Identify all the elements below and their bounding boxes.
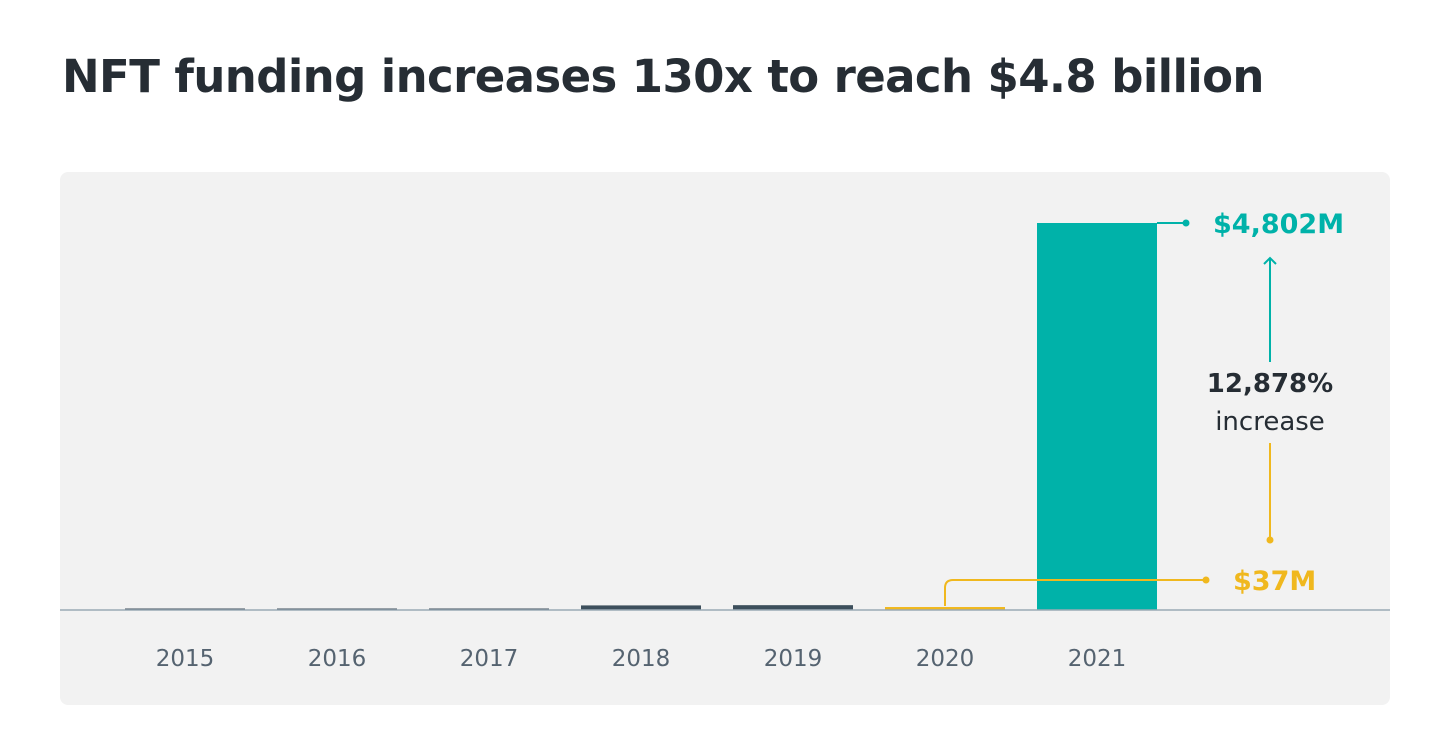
bottom-value-label: $37M [1233, 566, 1316, 597]
bars-group [125, 223, 1157, 610]
x-tick-labels: 2015 2016 2017 2018 2019 2020 2021 [156, 646, 1127, 672]
x-tick-label-2018: 2018 [612, 646, 671, 672]
x-tick-label-2017: 2017 [460, 646, 519, 672]
x-tick-label-2021: 2021 [1068, 646, 1127, 672]
bar-2021 [1037, 223, 1157, 610]
bottom-value-leader-dot [1202, 576, 1210, 584]
increase-connector-dot [1266, 536, 1274, 544]
bottom-value-leader-line [944, 579, 1206, 607]
x-tick-label-2019: 2019 [764, 646, 823, 672]
x-tick-label-2016: 2016 [308, 646, 367, 672]
bar-2018 [581, 605, 701, 610]
top-value-leader-dot [1182, 219, 1190, 227]
chart-title: NFT funding increases 130x to reach $4.8… [62, 50, 1264, 103]
bar-2019 [733, 605, 853, 610]
x-tick-label-2020: 2020 [916, 646, 975, 672]
increase-percent-label: 12,878% [1207, 369, 1333, 399]
increase-word-label: increase [1215, 407, 1325, 437]
increase-arrowhead [1263, 256, 1277, 265]
bar-2020 [885, 607, 1005, 610]
chart-panel [60, 172, 1390, 705]
x-tick-label-2015: 2015 [156, 646, 215, 672]
top-value-label: $4,802M [1213, 209, 1344, 240]
